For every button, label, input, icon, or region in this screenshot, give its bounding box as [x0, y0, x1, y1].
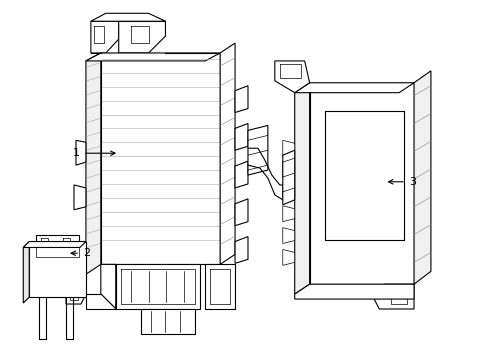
- Polygon shape: [294, 284, 413, 299]
- Polygon shape: [235, 86, 247, 113]
- Polygon shape: [86, 53, 220, 61]
- Polygon shape: [413, 71, 430, 284]
- Polygon shape: [23, 242, 29, 303]
- Polygon shape: [235, 123, 247, 150]
- Polygon shape: [294, 83, 309, 294]
- Polygon shape: [101, 53, 220, 264]
- Polygon shape: [274, 61, 309, 93]
- Polygon shape: [116, 264, 200, 309]
- Text: 3: 3: [388, 177, 415, 187]
- Polygon shape: [282, 249, 294, 265]
- Polygon shape: [91, 21, 119, 53]
- Polygon shape: [282, 162, 294, 178]
- Polygon shape: [119, 21, 165, 53]
- Polygon shape: [220, 43, 235, 264]
- Polygon shape: [282, 150, 294, 205]
- Text: 1: 1: [73, 148, 115, 158]
- Polygon shape: [23, 242, 86, 247]
- Polygon shape: [101, 264, 116, 309]
- Polygon shape: [74, 185, 86, 210]
- Polygon shape: [282, 206, 294, 222]
- Text: 2: 2: [71, 248, 90, 258]
- Polygon shape: [309, 83, 413, 284]
- Polygon shape: [36, 235, 79, 242]
- Polygon shape: [235, 199, 247, 226]
- Polygon shape: [282, 184, 294, 200]
- Polygon shape: [91, 13, 165, 21]
- Polygon shape: [235, 161, 247, 188]
- Polygon shape: [282, 228, 294, 243]
- Polygon shape: [205, 264, 235, 309]
- Polygon shape: [76, 140, 86, 165]
- Polygon shape: [247, 125, 267, 175]
- Polygon shape: [66, 274, 86, 304]
- Polygon shape: [86, 53, 101, 274]
- Polygon shape: [373, 284, 413, 309]
- Polygon shape: [235, 237, 247, 264]
- Polygon shape: [29, 242, 86, 297]
- Polygon shape: [86, 294, 116, 309]
- Polygon shape: [282, 140, 294, 156]
- Polygon shape: [294, 83, 413, 93]
- Polygon shape: [141, 309, 195, 334]
